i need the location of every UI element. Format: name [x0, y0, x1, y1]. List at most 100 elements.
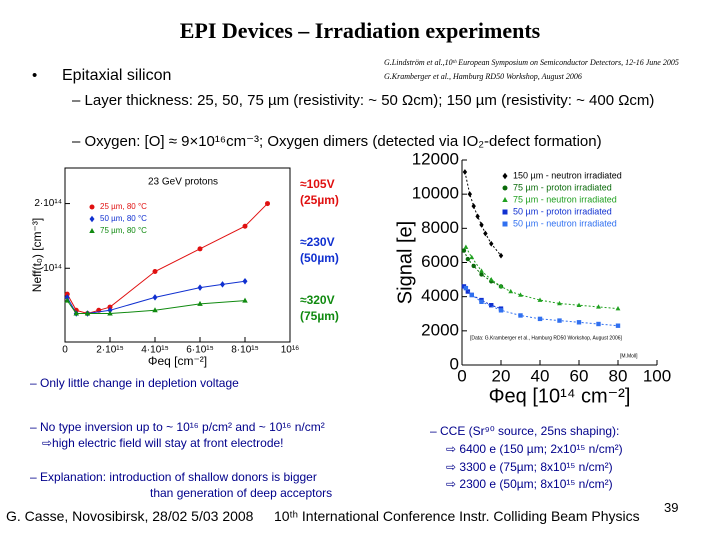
series-line — [465, 287, 619, 327]
note: – CCE (Sr⁹⁰ source, 25ns shaping): — [430, 424, 620, 438]
chart-note: [M.Moll] — [620, 353, 638, 359]
legend-label: 150 µm - neutron irradiated — [513, 170, 622, 180]
page-number: 39 — [664, 500, 679, 515]
series-line — [463, 250, 502, 287]
annotation: ≈105V — [300, 177, 335, 191]
legend-marker — [502, 209, 508, 215]
data-point — [498, 252, 504, 259]
data-point — [475, 213, 480, 220]
data-point — [463, 285, 469, 291]
annotation: ≈320V — [300, 293, 335, 307]
data-point — [596, 304, 601, 309]
data-point — [469, 292, 474, 298]
chart-subtitle: 23 GeV protons — [148, 177, 218, 188]
annotation: (50µm) — [300, 251, 339, 265]
data-point — [518, 313, 523, 318]
data-point — [463, 244, 469, 249]
note-text: CCE (Sr⁹⁰ source, 25ns shaping): — [440, 424, 620, 438]
data-point — [220, 281, 225, 288]
sub-bullet-text: Oxygen: [O] ≈ 9×10¹⁶cm⁻³; Oxygen dimers … — [84, 133, 602, 150]
legend-marker — [502, 172, 508, 180]
x-tick-label: 0 — [62, 345, 68, 356]
data-point — [557, 300, 562, 306]
note: ⇨high electric field will stay at front … — [42, 436, 284, 450]
annotation: ≈230V — [300, 235, 335, 249]
x-tick-label: 2·10¹⁵ — [96, 345, 124, 356]
data-point — [615, 305, 621, 311]
legend-marker — [89, 228, 95, 233]
data-point — [465, 289, 471, 294]
x-tick-label: 60 — [570, 366, 589, 385]
data-point — [479, 222, 484, 228]
x-tick-label: 10¹⁶ — [281, 345, 300, 356]
legend-label: 75 µm - proton irradiated — [513, 182, 612, 192]
x-tick-label: 40 — [531, 366, 550, 385]
legend-label: 50 µm - proton irradiated — [513, 206, 612, 216]
data-point — [537, 316, 543, 322]
data-point — [557, 318, 562, 323]
legend-marker — [502, 221, 508, 227]
chart-note: [Data: G.Kramberger et al., Hamburg RD50… — [470, 335, 623, 341]
note: ⇨ 2300 e (50µm; 8x10¹⁵ n/cm²) — [446, 477, 613, 491]
data-point — [197, 246, 203, 252]
y-tick-label: 12000 — [412, 149, 459, 168]
legend-label: 50 µm - neutron irradiated — [513, 218, 617, 228]
data-point — [197, 284, 203, 291]
slide-title: EPI Devices – Irradiation experiments — [179, 18, 541, 43]
data-point — [498, 308, 504, 313]
note-text: Only little change in depletion voltage — [40, 376, 239, 390]
data-point — [469, 254, 475, 260]
data-point — [518, 292, 523, 297]
x-tick-label: 8·10¹⁵ — [231, 345, 259, 356]
data-point — [489, 240, 494, 247]
series-line — [464, 171, 502, 256]
reference: G.Kramberger et al., Hamburg RD50 Worksh… — [384, 72, 582, 81]
y-tick-label: 8000 — [421, 218, 459, 237]
data-point — [73, 310, 79, 316]
note-text: No type inversion up to ~ 10¹⁶ p/cm² and… — [40, 420, 325, 434]
plot-frame — [64, 167, 291, 343]
legend-label: 75 µm - neutron irradiated — [513, 194, 617, 204]
bullet: Epitaxial silicon — [62, 67, 172, 84]
note: – No type inversion up to ~ 10¹⁶ p/cm² a… — [30, 420, 325, 434]
data-point — [465, 256, 471, 262]
data-point — [479, 268, 484, 273]
y-tick-label: 2000 — [421, 320, 459, 339]
y-tick-label: 0 — [450, 354, 459, 373]
x-tick-label: 100 — [643, 366, 671, 385]
data-point — [483, 230, 488, 237]
data-point — [576, 302, 582, 307]
x-tick-label: 20 — [492, 366, 511, 385]
annotation: (25µm) — [300, 193, 339, 207]
note: ⇨ 3300 e (75µm; 8x10¹⁵ n/cm²) — [446, 460, 613, 474]
y-axis-label: Neff(t₀) [cm⁻³] — [30, 218, 44, 292]
legend-marker — [502, 197, 508, 202]
x-axis-label: Φeq [10¹⁴ cm⁻²] — [489, 385, 631, 407]
y-tick-label: 10¹⁴ — [43, 263, 62, 274]
sub-bullet: – Oxygen: [O] ≈ 9×10¹⁶cm⁻³; Oxygen dimer… — [72, 133, 602, 150]
data-point — [152, 294, 158, 301]
data-point — [197, 300, 203, 306]
y-tick-label: 2·10¹⁴ — [34, 198, 62, 209]
y-tick-label: 10000 — [412, 184, 459, 203]
data-point — [107, 307, 113, 314]
legend-label: 25 µm, 80 °C — [100, 202, 147, 211]
data-point — [467, 191, 472, 198]
legend-label: 75 µm, 80 °C — [100, 226, 147, 235]
data-point — [84, 310, 91, 316]
data-point — [488, 276, 494, 282]
bullet-marker: • — [32, 67, 38, 84]
legend-marker — [502, 185, 508, 191]
data-point — [508, 288, 514, 294]
sub-bullet-text: Layer thickness: 25, 50, 75 µm (resistiv… — [84, 92, 655, 109]
data-point — [461, 248, 467, 253]
note: ⇨ 6400 e (150 µm; 2x10¹⁵ n/cm²) — [446, 442, 623, 456]
data-point — [615, 323, 621, 328]
series-line — [66, 203, 268, 315]
data-point — [471, 263, 476, 269]
data-point — [64, 294, 70, 301]
data-point — [152, 307, 158, 313]
data-point — [265, 201, 270, 207]
x-tick-label: 0 — [457, 366, 466, 385]
